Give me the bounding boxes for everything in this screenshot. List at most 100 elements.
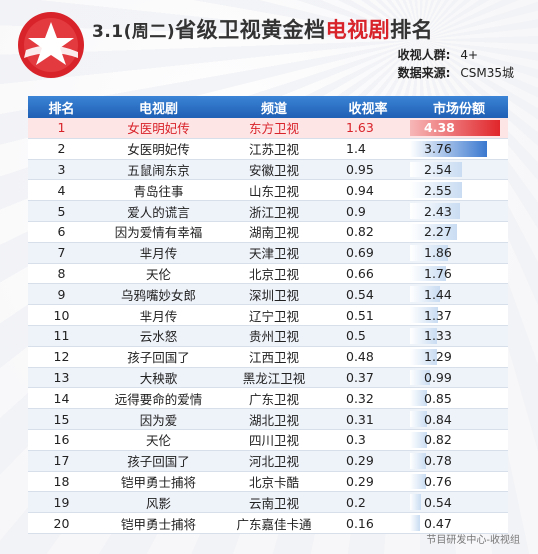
rating-cell: 0.32 xyxy=(346,390,374,406)
channel-cell: 北京卡酷 xyxy=(248,474,299,490)
share-bar xyxy=(410,244,449,261)
rank-cell: 18 xyxy=(53,473,70,489)
share-cell: 0.85 xyxy=(410,388,508,408)
table-row: 8 天伦 北京卫视 0.66 1.76 xyxy=(28,263,508,285)
drama-cell: 五鼠闹东京 xyxy=(127,162,190,178)
share-value: 2.43 xyxy=(424,203,452,219)
share-cell: 1.37 xyxy=(410,305,508,325)
share-cell: 1.76 xyxy=(410,264,508,284)
table-row: 16 天伦 四川卫视 0.3 0.82 xyxy=(28,429,508,451)
rank-cell: 7 xyxy=(57,245,66,261)
table-row: 9 乌鸦嘴妙女郎 深圳卫视 0.54 1.44 xyxy=(28,284,508,306)
table-header: 排名 电视剧 频道 收视率 市场份额 xyxy=(28,96,508,118)
title-end: 排名 xyxy=(390,18,434,42)
share-value: 0.76 xyxy=(424,473,452,489)
rank-cell: 6 xyxy=(57,224,66,240)
rank-cell: 2 xyxy=(57,141,66,157)
channel-cell: 河北卫视 xyxy=(248,454,299,470)
rating-cell: 0.48 xyxy=(346,349,374,365)
drama-cell: 大秧歌 xyxy=(139,370,178,386)
table-row: 17 孩子回国了 河北卫视 0.29 0.78 xyxy=(28,450,508,472)
share-bar xyxy=(410,140,488,157)
drama-cell: 因为爱情有幸福 xyxy=(114,225,203,241)
share-value: 0.99 xyxy=(424,369,452,385)
rank-cell: 10 xyxy=(53,307,70,323)
drama-cell: 天伦 xyxy=(145,266,171,282)
channel-cell: 江西卫视 xyxy=(248,350,299,366)
share-value: 1.29 xyxy=(424,349,452,365)
table-row: 18 铠甲勇士捕将 北京卡酷 0.29 0.76 xyxy=(28,471,508,493)
channel-cell: 贵州卫视 xyxy=(248,329,299,345)
source-value: CSM35城 xyxy=(460,66,514,80)
share-cell: 0.78 xyxy=(410,451,508,471)
table-row: 14 远得要命的爱情 广东卫视 0.32 0.85 xyxy=(28,388,508,410)
drama-cell: 孩子回国了 xyxy=(127,454,190,470)
rating-cell: 0.2 xyxy=(346,494,366,510)
rank-cell: 1 xyxy=(57,120,66,136)
share-cell: 0.76 xyxy=(410,472,508,492)
channel-cell: 江苏卫视 xyxy=(248,142,299,158)
drama-cell: 铠甲勇士捕将 xyxy=(120,474,196,490)
share-bar xyxy=(410,307,439,323)
channel-cell: 北京卫视 xyxy=(248,266,299,282)
rank-cell: 14 xyxy=(53,390,70,406)
share-bar xyxy=(410,515,420,531)
table-row: 3 五鼠闹东京 安徽卫视 0.95 2.54 xyxy=(28,159,508,181)
drama-cell: 远得要命的爱情 xyxy=(114,391,203,407)
rank-cell: 13 xyxy=(53,369,70,385)
drama-cell: 芈月传 xyxy=(139,246,178,262)
share-value: 0.85 xyxy=(424,390,452,406)
share-bar xyxy=(410,494,422,511)
channel-cell: 湖南卫视 xyxy=(248,225,299,241)
share-bar xyxy=(410,369,431,386)
table-row: 5 爱人的谎言 浙江卫视 0.9 2.43 xyxy=(28,201,508,222)
table-row: 2 女医明妃传 江苏卫视 1.4 3.76 xyxy=(28,138,508,160)
table-row: 11 云水怒 贵州卫视 0.5 1.33 xyxy=(28,325,508,347)
rank-cell: 9 xyxy=(57,286,66,302)
rank-cell: 19 xyxy=(53,494,70,510)
rating-cell: 0.31 xyxy=(346,411,374,427)
table-row: 13 大秧歌 黑龙江卫视 0.37 0.99 xyxy=(28,367,508,389)
channel-cell: 云南卫视 xyxy=(248,495,299,511)
header-share: 市场份额 xyxy=(432,101,485,117)
drama-cell: 因为爱 xyxy=(139,412,178,428)
table-row: 7 芈月传 天津卫视 0.69 1.86 xyxy=(28,242,508,264)
share-bar xyxy=(410,473,426,490)
share-value: 2.27 xyxy=(424,224,452,240)
rating-cell: 0.66 xyxy=(346,265,374,281)
rank-cell: 17 xyxy=(53,453,70,469)
title-main: 省级卫视黄金档 xyxy=(175,18,326,42)
meta-info: 收视人群: 4+ 数据来源: CSM35城 xyxy=(398,46,514,82)
channel-cell: 辽宁卫视 xyxy=(248,308,299,324)
table-row: 10 芈月传 辽宁卫视 0.51 1.37 xyxy=(28,305,508,326)
drama-cell: 青岛往事 xyxy=(133,183,184,199)
table-row: 4 青岛往事 山东卫视 0.94 2.55 xyxy=(28,180,508,202)
rating-cell: 0.29 xyxy=(346,453,374,469)
share-value: 3.76 xyxy=(424,141,452,157)
rank-cell: 20 xyxy=(53,515,70,531)
drama-cell: 乌鸦嘴妙女郎 xyxy=(120,287,196,303)
rating-cell: 0.94 xyxy=(346,182,374,198)
table-row: 15 因为爱 湖北卫视 0.31 0.84 xyxy=(28,409,508,430)
drama-cell: 芈月传 xyxy=(139,308,178,324)
channel-cell: 广东卫视 xyxy=(248,391,299,407)
source-label: 数据来源: xyxy=(397,66,451,80)
share-cell: 2.27 xyxy=(410,222,508,242)
share-bar xyxy=(410,223,457,240)
header-rank: 排名 xyxy=(48,101,75,117)
channel-cell: 山东卫视 xyxy=(248,183,299,199)
share-cell: 0.99 xyxy=(410,368,508,388)
audience-label: 收视人群: xyxy=(397,48,451,62)
share-value: 1.33 xyxy=(424,328,452,344)
rank-cell: 3 xyxy=(57,161,66,177)
share-cell: 1.29 xyxy=(410,347,508,367)
share-bar xyxy=(410,203,460,219)
share-cell: 2.55 xyxy=(410,180,508,200)
ratings-table: 排名 电视剧 频道 收视率 市场份额 1 女医明妃传 东方卫视 1.63 4.38 2 女医… xyxy=(28,96,508,534)
share-cell: 3.76 xyxy=(410,139,508,159)
channel-cell: 浙江卫视 xyxy=(248,204,299,220)
share-cell: 1.86 xyxy=(410,243,508,263)
share-cell: 1.33 xyxy=(410,326,508,346)
page-title: 3.1(周二)省级卫视黄金档电视剧排名 xyxy=(92,14,433,44)
share-bar xyxy=(410,390,428,407)
